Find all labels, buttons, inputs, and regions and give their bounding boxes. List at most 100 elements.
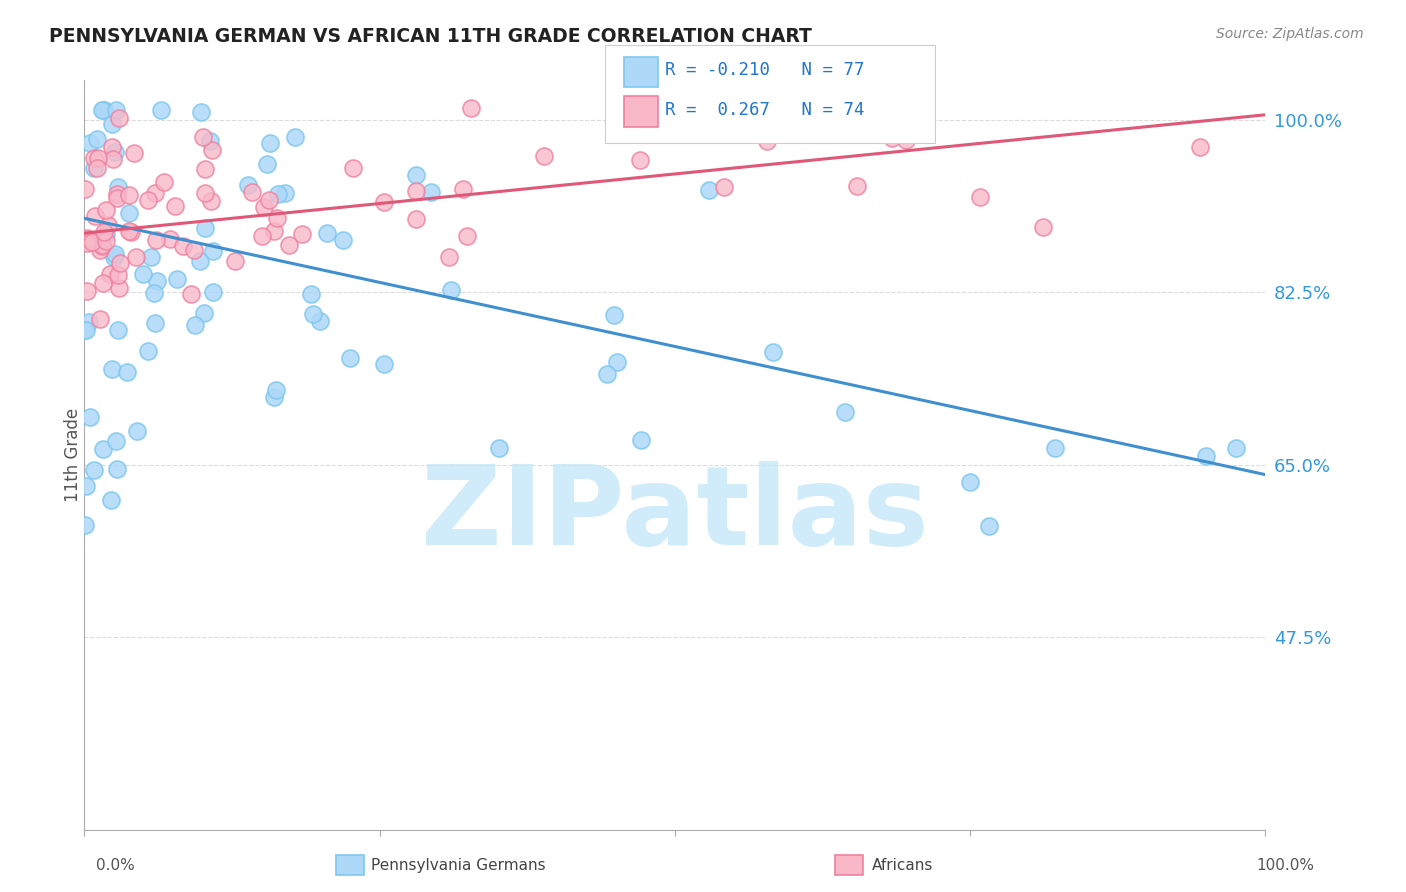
Point bbox=[697, 183, 720, 197]
Text: ZIPatlas: ZIPatlas bbox=[420, 461, 929, 568]
Point bbox=[101, 153, 124, 167]
Point bbox=[73, 518, 96, 533]
Text: Pennsylvania Germans: Pennsylvania Germans bbox=[371, 858, 546, 872]
Point bbox=[100, 493, 122, 508]
Point bbox=[184, 318, 207, 332]
Point bbox=[201, 285, 224, 299]
Point bbox=[373, 357, 395, 371]
Point bbox=[107, 180, 129, 194]
Point bbox=[87, 151, 110, 165]
Text: 0.0%: 0.0% bbox=[96, 858, 135, 872]
Point bbox=[132, 267, 155, 281]
Point bbox=[115, 365, 138, 379]
Point bbox=[315, 227, 337, 241]
Point bbox=[143, 186, 166, 200]
Point bbox=[90, 103, 112, 117]
Point bbox=[105, 462, 128, 476]
Text: Africans: Africans bbox=[872, 858, 934, 872]
Point bbox=[108, 112, 131, 126]
Point bbox=[145, 274, 167, 288]
Point bbox=[302, 307, 325, 321]
Point bbox=[200, 134, 222, 148]
Point bbox=[94, 203, 117, 218]
Point bbox=[405, 184, 427, 198]
Point bbox=[98, 268, 121, 282]
Point bbox=[104, 247, 127, 261]
Point bbox=[263, 391, 285, 405]
Point bbox=[755, 134, 778, 148]
Point bbox=[89, 312, 111, 326]
Point bbox=[75, 182, 97, 196]
Point bbox=[405, 212, 427, 227]
Point bbox=[108, 256, 131, 270]
Text: Source: ZipAtlas.com: Source: ZipAtlas.com bbox=[1216, 27, 1364, 41]
Point bbox=[76, 231, 98, 245]
Point bbox=[108, 281, 131, 295]
Point bbox=[142, 286, 165, 301]
Point bbox=[959, 475, 981, 490]
Point bbox=[188, 253, 211, 268]
Point bbox=[103, 145, 125, 160]
Point bbox=[125, 424, 148, 438]
Point bbox=[284, 129, 307, 144]
Point bbox=[202, 244, 225, 259]
Point bbox=[596, 368, 619, 382]
Point bbox=[152, 175, 174, 189]
Point bbox=[308, 313, 330, 327]
Point bbox=[332, 233, 354, 247]
Point bbox=[180, 286, 202, 301]
Point bbox=[259, 136, 281, 150]
Point bbox=[277, 237, 299, 252]
Point bbox=[437, 251, 460, 265]
Point bbox=[339, 351, 361, 366]
Point bbox=[93, 225, 115, 239]
Point bbox=[264, 384, 287, 398]
Point bbox=[89, 244, 111, 258]
Point bbox=[488, 441, 510, 455]
Point bbox=[77, 315, 100, 329]
Point bbox=[118, 205, 141, 219]
Point bbox=[266, 211, 288, 225]
Text: PENNSYLVANIA GERMAN VS AFRICAN 11TH GRADE CORRELATION CHART: PENNSYLVANIA GERMAN VS AFRICAN 11TH GRAD… bbox=[49, 27, 813, 45]
Point bbox=[104, 103, 127, 117]
Point bbox=[193, 306, 215, 320]
Point bbox=[150, 103, 173, 117]
Point bbox=[105, 186, 128, 201]
Point bbox=[75, 323, 97, 337]
Point bbox=[73, 323, 96, 337]
Point bbox=[630, 433, 652, 447]
Point bbox=[107, 268, 129, 283]
Point bbox=[606, 355, 628, 369]
Y-axis label: 11th Grade: 11th Grade bbox=[65, 408, 82, 502]
Point bbox=[267, 186, 290, 201]
Point bbox=[100, 362, 122, 376]
Point bbox=[1043, 442, 1066, 456]
Point bbox=[91, 238, 114, 252]
Point bbox=[79, 136, 101, 150]
Point bbox=[460, 101, 482, 115]
Point bbox=[896, 133, 918, 147]
Point bbox=[94, 227, 117, 241]
Point bbox=[200, 194, 222, 208]
Point bbox=[846, 179, 869, 194]
Point bbox=[880, 131, 903, 145]
Point bbox=[969, 189, 991, 203]
Point bbox=[190, 104, 212, 119]
Point bbox=[83, 463, 105, 477]
Point bbox=[240, 186, 263, 200]
Point bbox=[91, 442, 114, 456]
Point bbox=[79, 410, 101, 425]
Point bbox=[256, 157, 278, 171]
Point bbox=[762, 344, 785, 359]
Point bbox=[1225, 441, 1247, 455]
Point bbox=[117, 188, 139, 202]
Point bbox=[75, 479, 97, 493]
Point bbox=[93, 276, 115, 290]
Point bbox=[194, 186, 217, 200]
Point bbox=[120, 225, 142, 239]
Point bbox=[136, 193, 159, 207]
Text: 100.0%: 100.0% bbox=[1257, 858, 1315, 872]
Point bbox=[166, 272, 188, 286]
Point bbox=[183, 243, 205, 257]
Point bbox=[107, 323, 129, 337]
